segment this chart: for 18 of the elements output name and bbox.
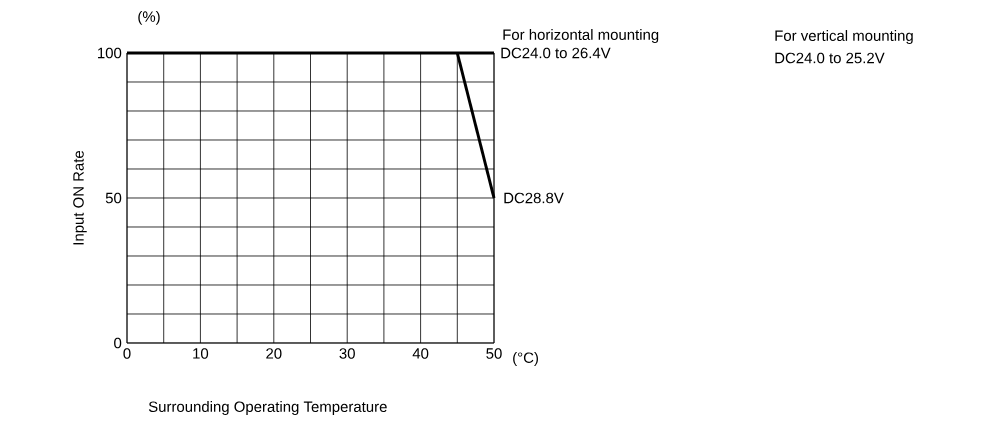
x-tick-label: 10 — [193, 348, 209, 359]
text: For horizontal mounting — [503, 29, 659, 43]
x-tick-label: 30 — [339, 348, 355, 359]
x-tick-label: 50 — [486, 348, 502, 359]
x-tick-label: 0 — [123, 348, 131, 359]
x-tick-label: 20 — [266, 348, 282, 359]
text: DC24.0 to 25.2V — [775, 52, 885, 64]
text: (%) — [138, 10, 160, 25]
text: (°C) — [513, 352, 538, 366]
y-tick-label: 100 — [98, 47, 122, 59]
series-label: DC24.0 to 26.4V — [501, 47, 611, 59]
x-axis-title: Surrounding Operating Temperature — [148, 401, 387, 415]
y-tick-label: 50 — [105, 192, 122, 204]
series-label: DC28.8V — [504, 192, 564, 204]
y-tick-label: 0 — [114, 337, 122, 349]
text: For vertical mounting — [775, 30, 913, 44]
x-tick-label: 40 — [412, 348, 429, 359]
y-axis-title: Input ON Rate — [73, 150, 87, 245]
